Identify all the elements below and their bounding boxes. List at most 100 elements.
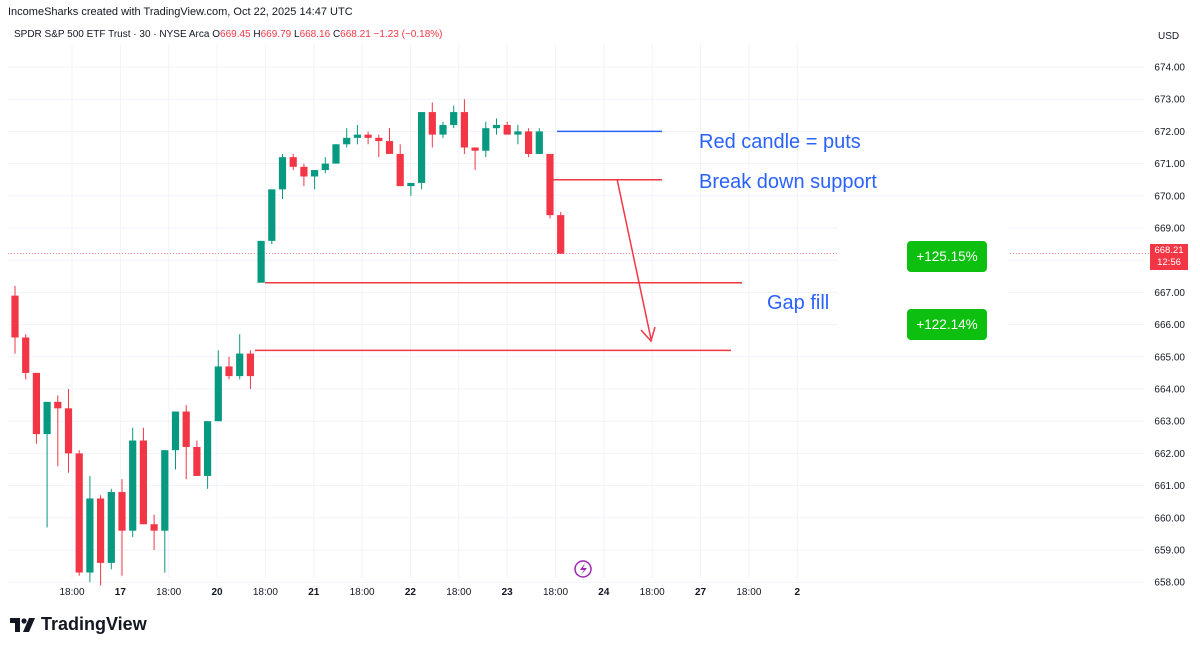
time-tick-label: 21 [308, 587, 320, 598]
symbol-legend: SPDR S&P 500 ETF Trust · 30 · NYSE Arca … [14, 29, 442, 40]
candle-body [64, 408, 73, 454]
lightning-icon[interactable] [574, 560, 592, 578]
price-tick-label: 664.00 [1154, 385, 1185, 396]
candle-body [460, 112, 468, 148]
price-tick-label: 665.00 [1154, 352, 1185, 363]
candle-body [236, 353, 244, 377]
price-tick-label: 673.00 [1154, 95, 1185, 106]
candle-body [171, 411, 180, 451]
candle-body [32, 372, 40, 435]
time-tick-label: 20 [211, 587, 223, 598]
candles [11, 99, 565, 586]
break-down-note: Break down support [699, 171, 877, 193]
symbol-name: SPDR S&P 500 ETF Trust · 30 · NYSE Arca [14, 29, 210, 40]
price-tick-label: 659.00 [1154, 546, 1185, 557]
red-candle-note: Red candle = puts [699, 131, 861, 153]
tradingview-logo-icon [10, 617, 35, 632]
price-tick-label: 666.00 [1154, 320, 1185, 331]
candle-body [311, 170, 319, 177]
candle-body [385, 141, 394, 154]
candle-body [107, 492, 115, 563]
candle-body [407, 182, 415, 187]
candle-body [343, 137, 351, 145]
candle-body [22, 337, 30, 373]
gap-fill-note: Gap fill [767, 292, 830, 314]
time-tick-label: 18:00 [640, 587, 665, 598]
candle-body [375, 137, 383, 142]
time-axis[interactable]: 18:00 17 18:00 20 18:00 21 18:00 22 18:00 23 18:00… [59, 587, 800, 598]
candle-body [268, 189, 276, 241]
time-tick-label: 24 [598, 587, 610, 598]
candle-body [75, 453, 83, 573]
candle-body [418, 112, 426, 183]
candle-body [182, 411, 190, 447]
currency-label[interactable]: USD [1158, 31, 1180, 42]
time-tick-label: 18:00 [446, 587, 471, 598]
candle-body [11, 295, 19, 338]
candle-body [193, 446, 201, 476]
candle-body [482, 128, 490, 151]
brand-name: TradingView [41, 614, 147, 634]
candle-body [204, 421, 212, 476]
high-label: H [253, 29, 261, 40]
candle-body [396, 153, 404, 187]
candle-body [54, 401, 62, 409]
price-axis[interactable]: 674.00 673.00 672.00 671.00 670.00 669.00 668.… [1154, 63, 1185, 589]
time-tick-label: 18:00 [736, 587, 761, 598]
price-tick-label: 660.00 [1154, 513, 1185, 524]
gap-fill-arrow [616, 178, 656, 343]
candle-body [246, 353, 254, 377]
time-tick-label: 17 [115, 587, 127, 598]
candle-body [492, 124, 501, 129]
attribution: IncomeSharks created with TradingView.co… [8, 6, 353, 18]
candle-body [546, 153, 554, 216]
candle-body [300, 166, 308, 177]
open-label: O [212, 29, 221, 40]
time-tick-label: 18:00 [253, 587, 278, 598]
price-tick-label: 667.00 [1154, 288, 1185, 299]
candle-body [428, 112, 436, 135]
candle-body [118, 492, 126, 531]
candle-body [514, 131, 522, 135]
time-tick-label: 23 [502, 587, 514, 598]
close-label: C [332, 29, 341, 40]
price-tick-label: 670.00 [1154, 191, 1185, 202]
low-label: L [294, 29, 300, 40]
price-tick-label: 662.00 [1154, 449, 1185, 460]
tradingview-logo[interactable]: TradingView [10, 614, 147, 635]
change-value: −1.23 (−0.18%) [373, 29, 443, 40]
gain-badge: +122.14% [907, 309, 987, 340]
candle-body [86, 498, 94, 573]
candle-body [535, 131, 543, 154]
candle-body [471, 147, 479, 151]
close-value: 668.21 [340, 29, 371, 40]
candle-body [214, 366, 222, 422]
candle-body [332, 144, 340, 164]
candle-body [257, 240, 265, 283]
candle-body [450, 112, 458, 125]
candle-body [161, 450, 169, 531]
time-tick-label: 2 [794, 587, 800, 598]
open-value: 669.45 [220, 29, 251, 40]
candle-body [225, 366, 233, 377]
candle-body [503, 124, 511, 135]
candle-body [150, 524, 158, 531]
time-tick-label: 18:00 [350, 587, 375, 598]
time-tick-label: 27 [695, 587, 707, 598]
candle-body [278, 157, 287, 190]
low-value: 668.16 [299, 29, 331, 40]
candle-body [353, 134, 361, 138]
time-tick-label: 18:00 [543, 587, 568, 598]
price-tick-label: 671.00 [1154, 159, 1185, 170]
last-price: 668.21 [1154, 245, 1184, 256]
candle-body [289, 157, 297, 167]
price-tick-label: 658.00 [1154, 578, 1185, 589]
price-tick-label: 672.00 [1154, 127, 1185, 138]
bar-countdown: 12:56 [1157, 257, 1181, 268]
candle-body [439, 124, 447, 135]
candle-body [43, 401, 51, 435]
candle-body [139, 440, 147, 525]
time-tick-label: 18:00 [59, 587, 84, 598]
high-value: 669.79 [260, 29, 292, 40]
